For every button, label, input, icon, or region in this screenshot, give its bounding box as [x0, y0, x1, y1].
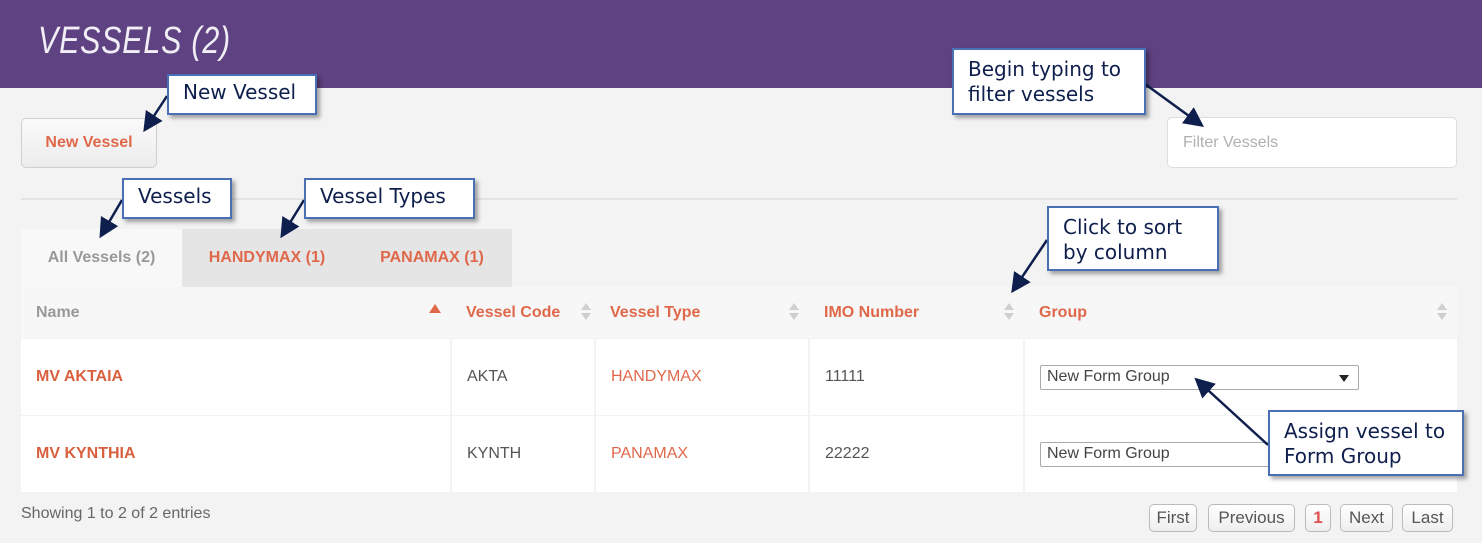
entries-info: Showing 1 to 2 of 2 entries: [21, 505, 211, 522]
callout-assign-group: Assign vessel to Form Group: [1268, 410, 1464, 476]
first-page-button[interactable]: First: [1149, 504, 1197, 532]
column-header-group[interactable]: Group: [1024, 287, 1457, 338]
sort-icon: [1004, 303, 1014, 323]
vessel-type: PANAMAX: [596, 416, 808, 492]
column-label: Vessel Code: [466, 303, 561, 321]
arrow: [143, 95, 169, 133]
previous-page-button[interactable]: Previous: [1208, 504, 1295, 532]
callout-filter: Begin typing to filter vessels: [952, 48, 1146, 115]
sort-icon: [581, 303, 591, 323]
vessel-name-link[interactable]: MV KYNTHIA: [21, 416, 450, 492]
vessel-type: HANDYMAX: [596, 339, 808, 415]
dropdown-arrow-icon: [1339, 374, 1349, 382]
imo-number: 22222: [810, 416, 1023, 492]
sort-icon: [789, 303, 799, 323]
column-label: Name: [36, 303, 80, 321]
column-label: Group: [1039, 303, 1087, 321]
last-page-button[interactable]: Last: [1402, 504, 1453, 532]
divider: [21, 198, 1457, 200]
imo-number: 11111: [810, 339, 1023, 415]
group-select-value: New Form Group: [1047, 445, 1170, 462]
tab-handymax[interactable]: HANDYMAX (1): [182, 229, 352, 287]
callout-sort: Click to sort by column: [1047, 206, 1219, 271]
page-header: [0, 0, 1482, 88]
filter-vessels-input[interactable]: [1167, 117, 1457, 168]
column-header-vessel-code[interactable]: Vessel Code: [451, 287, 595, 338]
callout-new-vessel: New Vessel: [167, 74, 317, 115]
tab-all-vessels[interactable]: All Vessels (2): [21, 229, 182, 287]
page-title: VESSELS (2): [38, 20, 231, 62]
arrow: [1011, 239, 1049, 294]
arrow: [1144, 82, 1205, 127]
vessel-name-link[interactable]: MV AKTAIA: [21, 339, 450, 415]
arrow: [280, 199, 306, 239]
callout-vessel-types: Vessel Types: [304, 178, 475, 219]
new-vessel-button[interactable]: New Vessel: [21, 118, 157, 168]
column-label: IMO Number: [824, 303, 920, 321]
vessel-code: AKTA: [452, 339, 594, 415]
next-page-button[interactable]: Next: [1340, 504, 1393, 532]
tab-panamax[interactable]: PANAMAX (1): [352, 229, 512, 287]
arrow: [1194, 377, 1269, 446]
column-header-vessel-type[interactable]: Vessel Type: [595, 287, 809, 338]
sort-ascending-icon: [429, 304, 441, 313]
group-select-value: New Form Group: [1047, 368, 1170, 385]
page-1-button[interactable]: 1: [1305, 504, 1331, 532]
column-label: Vessel Type: [610, 303, 701, 321]
callout-vessels: Vessels: [122, 178, 232, 219]
sort-icon: [1437, 303, 1447, 323]
column-header-name[interactable]: Name: [21, 287, 451, 338]
arrow: [99, 199, 124, 239]
vessel-code: KYNTH: [452, 416, 594, 492]
column-header-imo-number[interactable]: IMO Number: [809, 287, 1024, 338]
